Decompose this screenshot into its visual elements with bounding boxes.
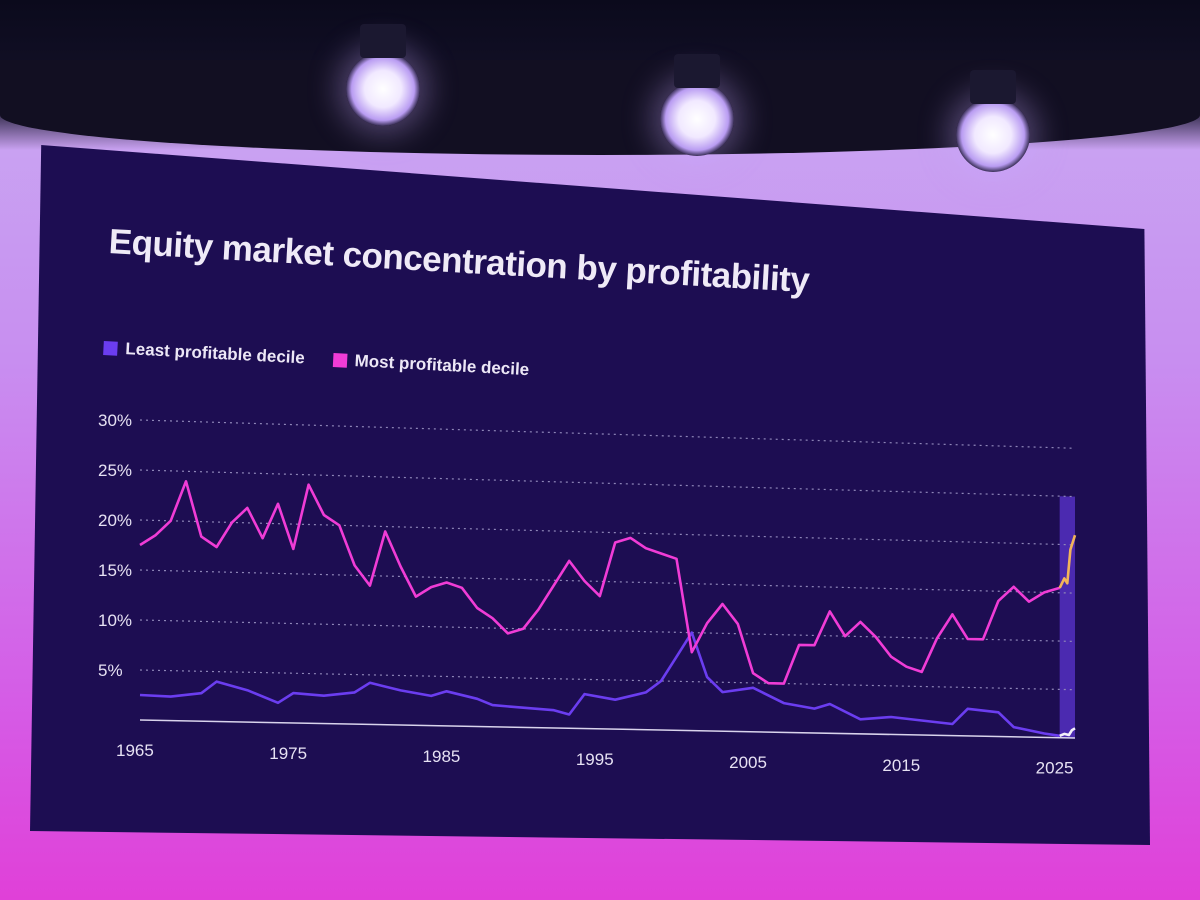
x-tick-label: 1965 bbox=[116, 741, 154, 760]
highlight-band bbox=[1059, 496, 1075, 738]
gridline bbox=[139, 419, 1076, 449]
gridline bbox=[139, 669, 1076, 691]
gridline bbox=[139, 519, 1076, 546]
gridline bbox=[139, 469, 1076, 498]
x-tick-label: 1985 bbox=[423, 747, 461, 766]
y-tick-label: 5% bbox=[98, 661, 123, 680]
y-tick-label: 15% bbox=[98, 561, 132, 580]
stage-light-icon bbox=[660, 54, 734, 156]
series-line-0 bbox=[139, 631, 1060, 738]
series-line-1 bbox=[139, 480, 1061, 685]
x-axis-line bbox=[139, 719, 1076, 739]
x-tick-label: 2015 bbox=[882, 756, 920, 775]
gridline bbox=[139, 619, 1076, 643]
y-tick-label: 25% bbox=[98, 461, 132, 480]
series-line-3 bbox=[1059, 727, 1076, 738]
y-tick-label: 20% bbox=[98, 511, 132, 530]
y-tick-label: 30% bbox=[98, 411, 132, 430]
x-tick-label: 2005 bbox=[729, 753, 767, 772]
series-line-2 bbox=[1058, 534, 1077, 589]
x-tick-label: 2025 bbox=[1036, 759, 1074, 778]
stage-light-icon bbox=[346, 24, 420, 126]
stage-light-icon bbox=[956, 70, 1030, 172]
y-tick-label: 10% bbox=[98, 611, 132, 630]
x-tick-label: 1995 bbox=[576, 750, 614, 769]
x-tick-label: 1975 bbox=[269, 744, 307, 763]
